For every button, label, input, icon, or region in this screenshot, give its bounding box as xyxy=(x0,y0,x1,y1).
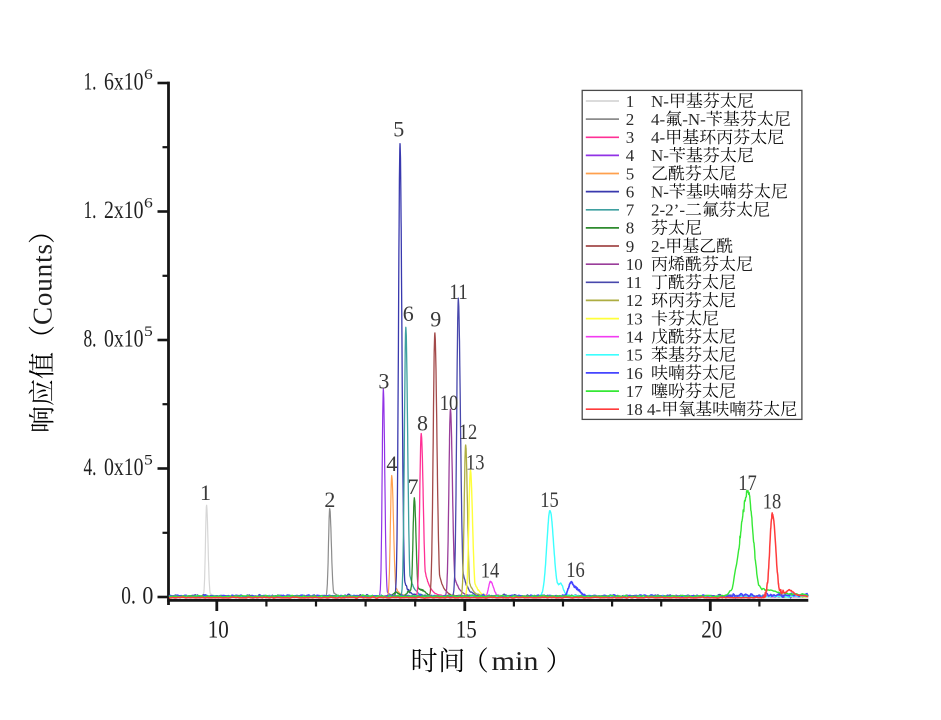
svg-text:5: 5 xyxy=(393,116,404,141)
svg-text:6x10: 6x10 xyxy=(104,68,144,95)
svg-text:10: 10 xyxy=(440,390,459,415)
svg-text:6: 6 xyxy=(144,195,153,211)
svg-text:0x10: 0x10 xyxy=(104,325,144,352)
svg-text:5: 5 xyxy=(626,164,635,183)
svg-text:3: 3 xyxy=(626,128,635,147)
svg-text:4-: 4- xyxy=(651,128,666,147)
svg-text:10: 10 xyxy=(208,615,229,644)
svg-text:17: 17 xyxy=(626,382,644,401)
svg-text:4-: 4- xyxy=(647,400,662,419)
svg-text:9: 9 xyxy=(626,237,635,256)
svg-text:4-: 4- xyxy=(651,110,666,129)
svg-text:-N-: -N- xyxy=(682,110,706,129)
svg-text:15: 15 xyxy=(626,346,643,365)
svg-text:N-: N- xyxy=(651,146,669,165)
svg-text:4.: 4. xyxy=(84,454,97,481)
svg-text:16: 16 xyxy=(566,557,585,582)
svg-text:1: 1 xyxy=(626,92,635,111)
svg-text:1.: 1. xyxy=(84,197,97,224)
svg-text:2x10: 2x10 xyxy=(104,197,144,224)
svg-text:8: 8 xyxy=(417,411,428,436)
svg-text:0.: 0. xyxy=(121,582,136,609)
svg-text:10: 10 xyxy=(626,255,643,274)
svg-text:13: 13 xyxy=(466,449,485,474)
svg-text:12: 12 xyxy=(626,291,643,310)
svg-text:18: 18 xyxy=(626,400,643,419)
svg-text:Counts: Counts xyxy=(28,244,58,325)
svg-text:N-: N- xyxy=(651,182,669,201)
svg-text:20: 20 xyxy=(701,615,722,644)
svg-text:6: 6 xyxy=(403,301,414,326)
svg-text:5: 5 xyxy=(144,452,153,468)
svg-text:15: 15 xyxy=(540,487,559,512)
svg-text:11: 11 xyxy=(449,279,468,304)
svg-text:N-: N- xyxy=(651,92,669,111)
svg-text:2-2’-: 2-2’- xyxy=(651,201,685,220)
svg-text:11: 11 xyxy=(626,273,642,292)
svg-text:1.: 1. xyxy=(84,68,97,95)
svg-text:8.: 8. xyxy=(84,325,97,352)
svg-text:4: 4 xyxy=(386,451,397,476)
svg-text:18: 18 xyxy=(763,489,782,514)
svg-text:8: 8 xyxy=(626,219,635,238)
svg-text:9: 9 xyxy=(430,307,441,332)
svg-text:5: 5 xyxy=(144,324,153,340)
svg-text:6: 6 xyxy=(144,67,153,83)
svg-text:12: 12 xyxy=(459,419,478,444)
svg-text:15: 15 xyxy=(456,615,477,644)
svg-text:2-: 2- xyxy=(651,237,666,256)
svg-text:13: 13 xyxy=(626,309,643,328)
svg-text:14: 14 xyxy=(626,328,644,347)
svg-text:2: 2 xyxy=(626,110,635,129)
svg-text:0x10: 0x10 xyxy=(104,454,144,481)
svg-text:16: 16 xyxy=(626,364,643,383)
svg-text:4: 4 xyxy=(626,146,635,165)
svg-text:7: 7 xyxy=(408,474,419,499)
svg-text:14: 14 xyxy=(481,558,500,583)
svg-text:6: 6 xyxy=(626,182,635,201)
svg-text:0: 0 xyxy=(142,582,153,609)
svg-text:1: 1 xyxy=(200,480,211,505)
svg-text:2: 2 xyxy=(324,487,335,512)
svg-text:17: 17 xyxy=(738,470,757,495)
svg-text:3: 3 xyxy=(378,369,389,394)
svg-text:min: min xyxy=(492,646,540,676)
svg-text:7: 7 xyxy=(626,201,635,220)
